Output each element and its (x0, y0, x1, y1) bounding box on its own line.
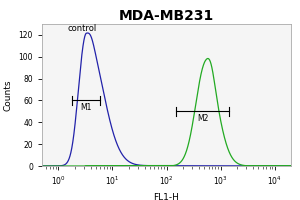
Y-axis label: Counts: Counts (4, 79, 13, 111)
Text: control: control (68, 24, 97, 33)
X-axis label: FL1-H: FL1-H (154, 193, 179, 200)
Text: M2: M2 (197, 114, 208, 123)
Title: MDA-MB231: MDA-MB231 (119, 9, 214, 23)
Text: M1: M1 (80, 103, 92, 112)
